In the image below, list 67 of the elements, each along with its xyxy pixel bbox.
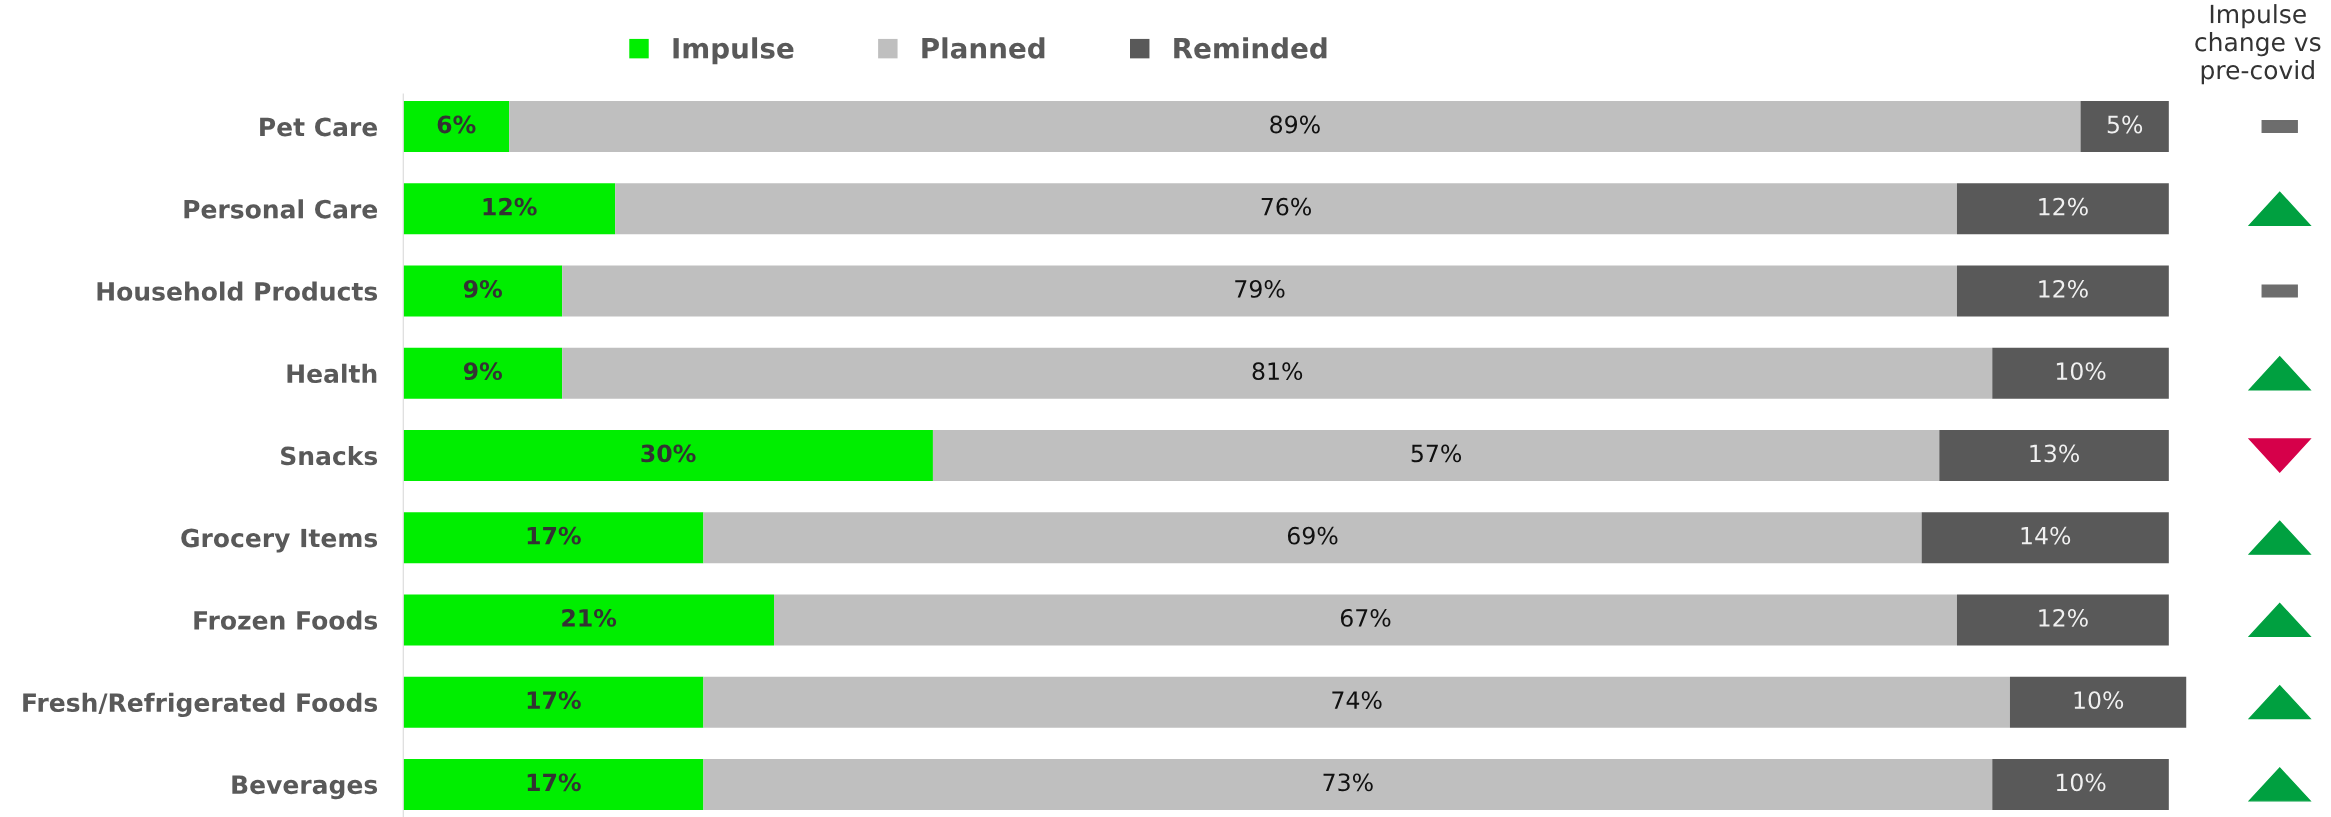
bar xyxy=(403,758,704,810)
data-label: 30% xyxy=(641,444,696,463)
data-label: 57% xyxy=(1411,444,1462,463)
data-label: 89% xyxy=(1270,115,1320,134)
bar xyxy=(562,347,1993,399)
data-label: 9% xyxy=(463,362,502,381)
bar xyxy=(1939,429,2169,481)
data-label: 12% xyxy=(483,197,537,216)
data-label: 21% xyxy=(562,608,617,627)
data-label: 5% xyxy=(2107,115,2143,134)
data-label: 10% xyxy=(2074,691,2124,710)
y-tick-label: Frozen Foods xyxy=(194,610,378,630)
data-label: 10% xyxy=(2056,773,2106,792)
y-tick-label: Snacks xyxy=(281,445,378,466)
data-label: 17% xyxy=(527,691,581,710)
bar xyxy=(403,512,704,564)
legend-label: Reminded xyxy=(1174,37,1327,59)
y-tick-label: Pet Care xyxy=(260,117,378,137)
data-label: 12% xyxy=(2039,197,2088,216)
bar xyxy=(509,101,2081,153)
bar xyxy=(774,594,1957,646)
data-label: 12% xyxy=(2039,280,2088,298)
bar xyxy=(403,429,933,481)
bar xyxy=(403,676,704,728)
bar xyxy=(1956,183,2169,235)
data-label: 67% xyxy=(1340,608,1391,627)
bar xyxy=(1921,512,2169,564)
data-label: 13% xyxy=(2030,444,2079,463)
data-label: 12% xyxy=(2039,608,2088,627)
bar xyxy=(403,183,616,235)
y-tick-label: Personal Care xyxy=(184,199,378,219)
y-tick-label: Fresh/Refrigerated Foods xyxy=(23,692,378,718)
legend-label: Planned xyxy=(922,37,1045,59)
bar xyxy=(403,101,510,153)
bar xyxy=(403,265,563,317)
bar xyxy=(703,676,2010,728)
data-label: 69% xyxy=(1287,526,1338,545)
bar xyxy=(1956,594,2169,646)
bar xyxy=(2009,676,2187,728)
y-tick-label: Grocery Items xyxy=(181,528,378,553)
data-label: 17% xyxy=(527,526,581,545)
data-label: 74% xyxy=(1332,691,1382,710)
data-label: 9% xyxy=(463,280,502,298)
text: Impulse change vs pre-covid xyxy=(2195,4,2321,85)
data-label: 73% xyxy=(1323,773,1373,792)
bar xyxy=(1992,347,2169,399)
bar xyxy=(932,429,1940,481)
bar xyxy=(562,265,1957,317)
y-tick-label: Household Products xyxy=(97,281,378,301)
bar xyxy=(1956,265,2169,317)
bar xyxy=(403,347,563,399)
data-label: 79% xyxy=(1235,280,1285,298)
bar xyxy=(615,183,1957,235)
data-label: 10% xyxy=(2056,362,2106,381)
data-label: 17% xyxy=(527,773,581,792)
data-label: 76% xyxy=(1261,197,1311,216)
bar xyxy=(403,594,775,646)
bar xyxy=(703,758,1993,810)
data-label: 81% xyxy=(1252,362,1303,381)
bar xyxy=(2080,101,2169,153)
bar xyxy=(703,512,1922,564)
legend-label: Impulse xyxy=(673,37,794,65)
data-label: 14% xyxy=(2021,526,2071,545)
data-label: 6% xyxy=(437,115,476,134)
bar xyxy=(1992,758,2169,810)
y-tick-label: Health xyxy=(287,363,377,384)
y-tick-label: Beverages xyxy=(232,775,378,800)
